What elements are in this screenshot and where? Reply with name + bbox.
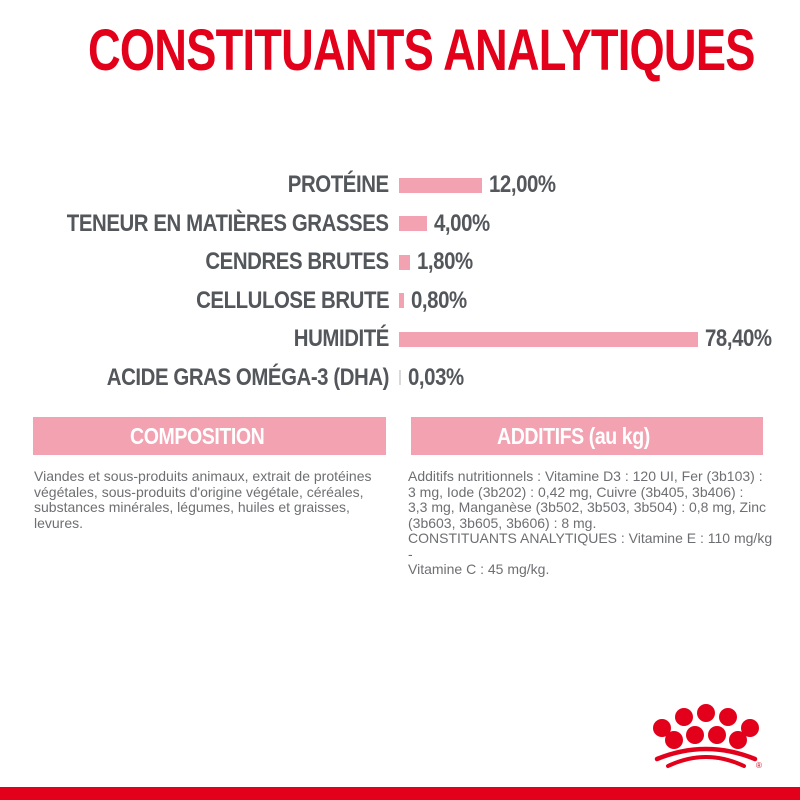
bar-value-text: 1,80% [417, 248, 473, 276]
composition-header-label: COMPOSITION [130, 422, 265, 449]
analytical-constituents-bar-chart: PROTÉINE 12,00% TENEUR EN MATIÈRES GRASSES… [0, 166, 800, 397]
additives-constituents-text: CONSTITUANTS ANALYTIQUES : Vitamine E : … [408, 530, 773, 577]
bar-value-text: 12,00% [489, 171, 556, 199]
bar-label-text: HUMIDITÉ [293, 325, 390, 353]
bar [399, 293, 404, 309]
chart-row: TENEUR EN MATIÈRES GRASSES 4,00% [0, 205, 800, 244]
bar-value: 0,03% [408, 364, 474, 392]
registered-trademark-icon: ® [756, 761, 762, 770]
chart-row: CENDRES BRUTES 1,80% [0, 243, 800, 282]
royal-canin-crown-logo: ® [653, 704, 762, 770]
brand-footer-bar [0, 787, 800, 800]
crown-base-arcs-icon [654, 746, 758, 768]
chart-row: ACIDE GRAS OMÉGA-3 (DHA) 0,03% [0, 359, 800, 398]
bar-label-text: CENDRES BRUTES [205, 248, 390, 276]
bar-value-text: 0,80% [411, 286, 467, 314]
chart-row: PROTÉINE 12,00% [0, 166, 800, 205]
bar [399, 331, 698, 347]
bar-label-text: TENEUR EN MATIÈRES GRASSES [67, 209, 389, 237]
bar-value: 78,40% [705, 325, 783, 353]
bar [399, 216, 427, 232]
bar-label-text: PROTÉINE [288, 171, 389, 199]
bar-label: CELLULOSE BRUTE [0, 286, 390, 315]
bar-label-text: CELLULOSE BRUTE [195, 286, 390, 314]
bar-label: ACIDE GRAS OMÉGA-3 (DHA) [0, 363, 390, 392]
bar-value: 4,00% [434, 210, 500, 238]
chart-row: HUMIDITÉ 78,40% [0, 320, 800, 359]
composition-section-header: COMPOSITION [33, 417, 386, 455]
bar-value: 12,00% [489, 171, 567, 199]
bar [399, 370, 401, 386]
additives-body-text: Additifs nutritionnels : Vitamine D3 : 1… [408, 468, 780, 578]
chart-row: CELLULOSE BRUTE 0,80% [0, 282, 800, 321]
bar [399, 177, 482, 193]
bar-value-text: 78,40% [705, 325, 772, 353]
bar-label-text: ACIDE GRAS OMÉGA-3 (DHA) [106, 363, 390, 391]
composition-body-text: Viandes et sous-produits animaux, extrai… [34, 468, 372, 531]
bar-label: CENDRES BRUTES [0, 248, 390, 276]
additives-header-label: ADDITIFS (au kg) [497, 422, 650, 449]
bar-value-text: 4,00% [434, 209, 490, 237]
bar-label: HUMIDITÉ [0, 325, 390, 353]
bar-value-text: 0,03% [408, 363, 464, 391]
bar-value: 0,80% [411, 287, 477, 315]
bar-label: TENEUR EN MATIÈRES GRASSES [0, 210, 389, 238]
bar [399, 254, 410, 270]
page-title: CONSTITUANTS ANALYTIQUES [88, 18, 755, 83]
additives-nutritional-text: Additifs nutritionnels : Vitamine D3 : 1… [408, 468, 767, 531]
bar-value: 1,80% [417, 248, 483, 276]
bar-label: PROTÉINE [0, 171, 389, 199]
additives-section-header: ADDITIFS (au kg) [411, 417, 763, 455]
crown-gems-icon [653, 704, 759, 749]
